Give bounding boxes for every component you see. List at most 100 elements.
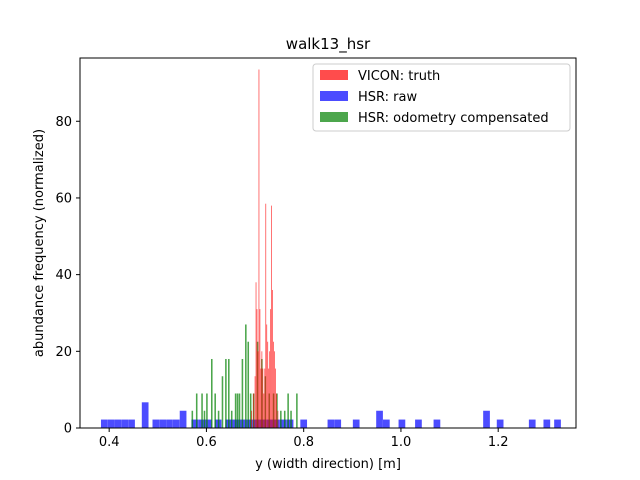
histogram-bar	[211, 358, 213, 428]
histogram-bar	[114, 419, 122, 428]
legend-label: HSR: odometry compensated	[358, 111, 549, 126]
histogram-bar	[245, 324, 247, 428]
histogram-bar	[270, 309, 272, 428]
histogram-bar	[141, 402, 149, 428]
histogram-bar	[228, 358, 230, 428]
legend-label: VICON: truth	[358, 69, 440, 84]
histogram-bar	[483, 410, 490, 428]
histogram-bar	[264, 376, 267, 428]
histogram-bar	[152, 419, 160, 428]
series-2-bars	[251, 69, 279, 428]
histogram-bar	[195, 393, 198, 428]
histogram-bar	[334, 419, 342, 428]
histogram-bar	[245, 419, 253, 428]
plot-frame	[79, 57, 577, 429]
histogram-bar	[121, 419, 129, 428]
histogram-bar	[327, 419, 335, 428]
histogram-bar	[269, 351, 271, 428]
histogram-bar	[259, 309, 261, 428]
histogram-bar	[191, 419, 199, 428]
x-tick-label: 0.4	[99, 435, 120, 450]
histogram-bar	[128, 419, 135, 428]
x-tick-label: 0.6	[196, 435, 217, 450]
x-tick-label: 0.8	[293, 435, 314, 450]
histogram-bar	[214, 393, 216, 428]
histogram-bar	[271, 205, 272, 428]
histogram-bar	[201, 393, 203, 428]
histogram-bar	[268, 393, 270, 428]
histogram-bar	[415, 419, 422, 428]
histogram-bar	[261, 351, 263, 428]
histogram-bar	[172, 419, 180, 428]
histogram-bar	[528, 419, 536, 428]
histogram-bar	[236, 393, 239, 428]
histogram-bar	[300, 419, 308, 428]
histogram-bar	[276, 393, 277, 428]
histogram-bar	[256, 309, 258, 428]
histogram-bar	[263, 393, 265, 428]
histogram-bar	[265, 203, 267, 428]
histogram-bar	[159, 419, 167, 428]
histogram-bar	[253, 393, 254, 428]
histogram-bar	[290, 410, 292, 428]
histogram-bar	[280, 410, 282, 428]
histogram-bar	[179, 410, 187, 428]
histogram-bar	[247, 341, 250, 428]
histogram-bar	[255, 282, 257, 428]
histogram-bar	[264, 368, 266, 428]
histogram-bar	[166, 419, 173, 428]
histogram-bar	[262, 368, 264, 428]
y-tick-label: 20	[55, 345, 72, 360]
y-tick-label: 60	[55, 191, 72, 206]
histogram-bar	[268, 368, 270, 428]
histogram-bar	[230, 410, 233, 428]
legend-swatch	[320, 112, 348, 122]
plot-bars	[100, 69, 561, 428]
histogram-bar	[376, 410, 383, 428]
histogram-bar	[251, 410, 253, 428]
histogram-bar	[241, 358, 244, 428]
histogram-bar	[267, 341, 269, 428]
y-tick-label: 40	[55, 268, 72, 283]
legend-swatch	[320, 70, 348, 80]
legend-box	[312, 63, 571, 132]
histogram-bar	[496, 419, 504, 428]
histogram-bar	[206, 393, 208, 428]
histogram-bar	[352, 419, 360, 428]
chart-title: walk13_hsr	[286, 35, 371, 54]
histogram-bar	[272, 289, 273, 428]
legend: VICON: truth HSR: raw HSR: odometry compen…	[312, 63, 571, 132]
histogram-bar	[279, 419, 287, 428]
legend-swatch	[320, 91, 348, 101]
histogram-bar	[275, 368, 276, 428]
histogram-bar	[205, 419, 212, 428]
histogram-bar	[274, 351, 275, 428]
x-axis-label: y (width direction) [m]	[255, 457, 401, 472]
histogram-bar	[543, 419, 551, 428]
histogram-bar	[433, 419, 441, 428]
histogram-bar	[203, 410, 206, 428]
histogram-bar	[554, 419, 561, 428]
histogram-bar	[238, 393, 241, 428]
histogram-bar	[266, 324, 268, 428]
histogram-bar	[256, 341, 259, 428]
histogram-bar	[254, 376, 256, 428]
histogram-bar	[276, 393, 278, 428]
x-axis: 0.4 0.6 0.8 1.0 1.2	[99, 428, 509, 450]
histogram-bar	[273, 341, 274, 428]
histogram-bar	[221, 376, 224, 428]
y-tick-label: 0	[64, 422, 72, 437]
y-tick-label: 80	[55, 115, 72, 130]
histogram-bar	[398, 419, 406, 428]
histogram-bar	[283, 410, 286, 428]
histogram-bar	[287, 393, 289, 428]
histogram-bar	[260, 368, 262, 428]
x-tick-label: 1.2	[488, 435, 509, 450]
histogram-bar	[249, 393, 252, 428]
histogram-bar	[296, 393, 298, 428]
histogram-bar	[191, 410, 194, 428]
histogram-bar	[258, 69, 260, 428]
histogram-bar	[100, 419, 108, 428]
histogram-bar	[286, 419, 294, 428]
